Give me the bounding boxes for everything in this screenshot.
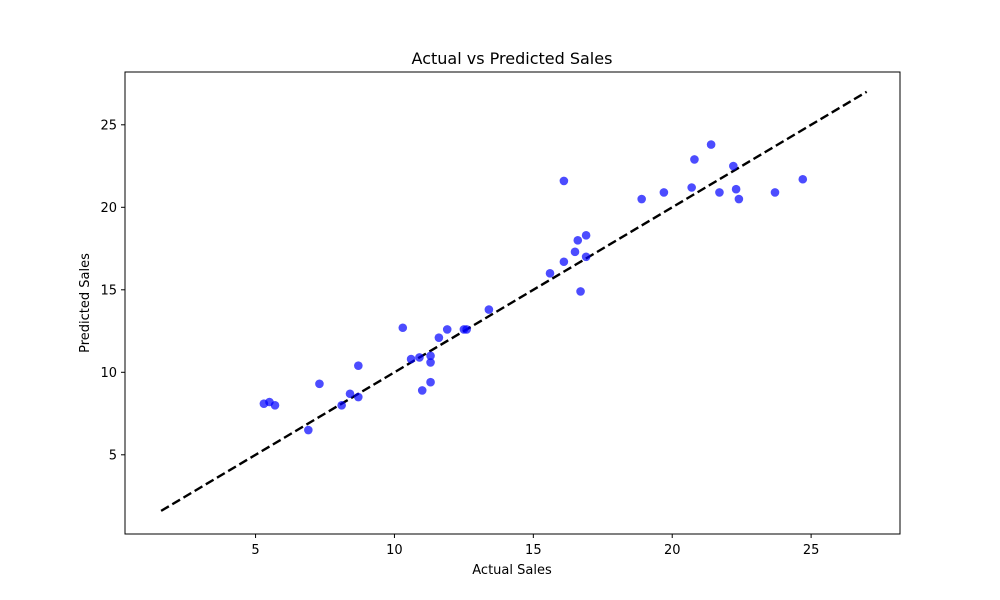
x-tick-label: 15 <box>525 543 542 558</box>
x-axis-label: Actual Sales <box>472 563 552 578</box>
data-point <box>462 325 471 334</box>
data-point <box>576 287 585 296</box>
data-point <box>426 377 435 387</box>
chart-title: Actual vs Predicted Sales <box>412 49 613 68</box>
data-point <box>570 247 580 257</box>
data-point <box>415 353 424 362</box>
data-point <box>354 392 363 402</box>
data-point <box>687 183 696 192</box>
plot-frame <box>124 71 901 535</box>
data-point <box>729 161 738 171</box>
data-point <box>417 386 427 395</box>
data-point <box>337 401 346 410</box>
data-point <box>442 325 452 334</box>
data-point <box>581 252 591 262</box>
data-point <box>545 269 555 278</box>
data-point <box>734 194 744 204</box>
y-tick-label: 25 <box>100 118 117 133</box>
data-point <box>426 358 435 367</box>
data-point <box>573 236 583 245</box>
data-point <box>484 305 494 314</box>
data-point <box>690 155 699 164</box>
data-point <box>798 174 808 184</box>
data-point <box>559 176 569 186</box>
x-tick-label: 25 <box>803 543 820 558</box>
reference-line <box>160 90 868 512</box>
data-point <box>406 354 416 364</box>
data-point <box>731 184 741 194</box>
data-point <box>345 389 355 399</box>
y-tick-label: 5 <box>109 448 117 463</box>
data-points-layer <box>259 140 808 435</box>
data-point <box>270 401 280 410</box>
y-axis-label: Predicted Sales <box>78 253 93 353</box>
data-point <box>315 379 324 389</box>
x-tick-label: 20 <box>664 543 681 558</box>
x-axis-ticks: 5 10 15 20 25 <box>251 534 819 558</box>
data-point <box>637 194 646 204</box>
data-point <box>426 351 435 361</box>
x-tick-label: 5 <box>251 543 259 558</box>
reference-line-layer <box>160 90 868 512</box>
data-point <box>398 323 408 333</box>
y-axis-ticks: 5 10 15 20 25 <box>100 118 125 463</box>
data-point <box>659 188 669 197</box>
data-point <box>354 361 363 371</box>
data-point <box>559 257 569 267</box>
data-point <box>434 333 444 342</box>
x-tick-label: 10 <box>386 543 403 558</box>
y-tick-label: 10 <box>100 366 117 381</box>
y-tick-label: 20 <box>100 201 117 216</box>
data-point <box>715 188 724 197</box>
data-point <box>706 140 716 149</box>
data-point <box>304 425 313 435</box>
data-point <box>581 231 591 240</box>
y-tick-label: 15 <box>100 283 117 298</box>
data-point <box>770 188 780 197</box>
